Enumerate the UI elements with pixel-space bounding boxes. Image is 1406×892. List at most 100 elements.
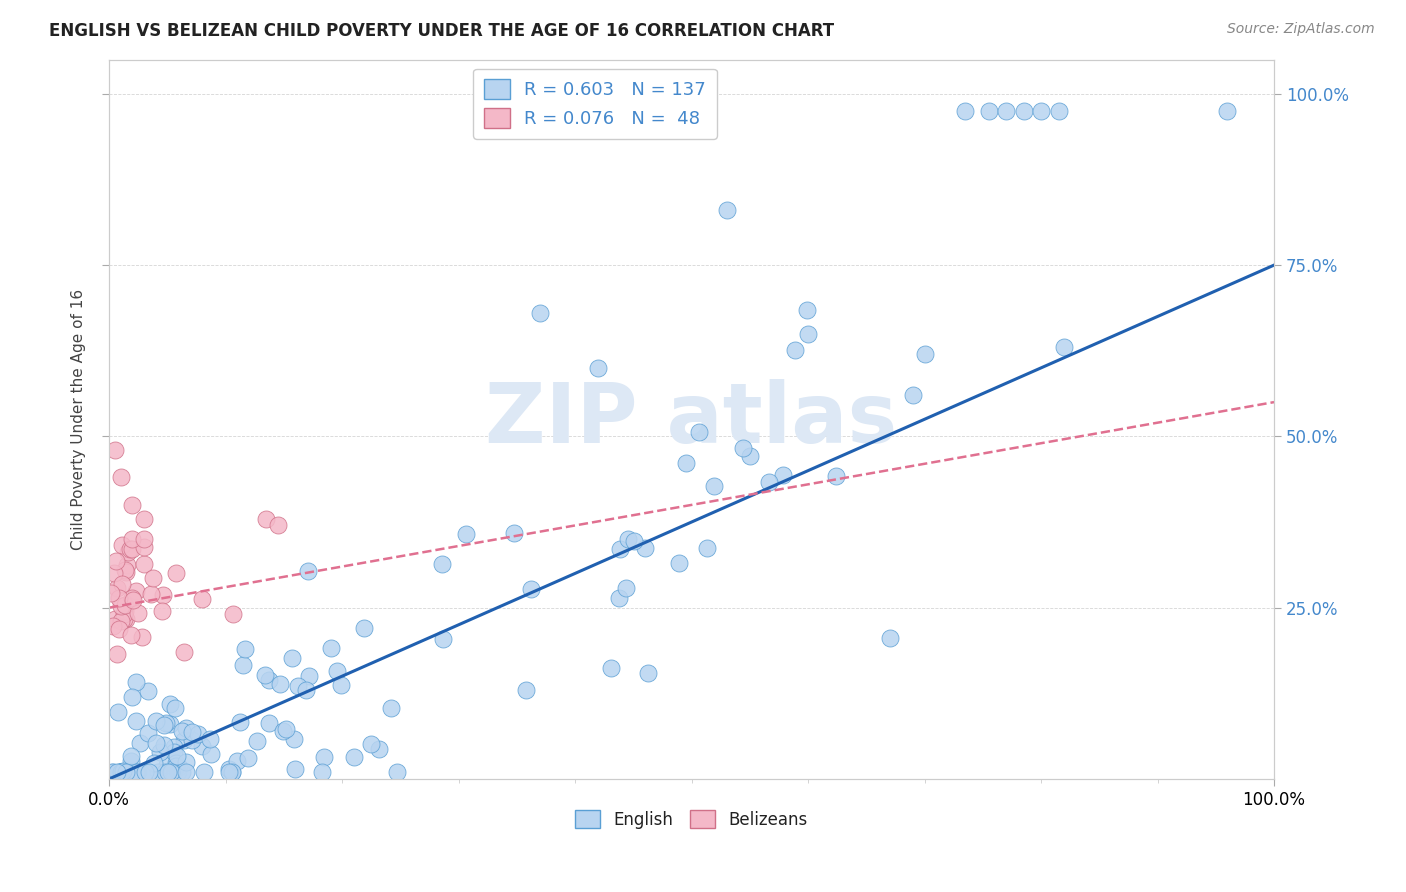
Point bbox=[454, 527, 477, 541]
Point bbox=[634, 541, 657, 556]
Point bbox=[675, 456, 697, 470]
Point bbox=[110, 765, 132, 780]
Point bbox=[1047, 103, 1070, 118]
Point bbox=[165, 758, 187, 772]
Point bbox=[120, 754, 142, 768]
Point bbox=[103, 765, 125, 780]
Point bbox=[145, 736, 167, 750]
Point bbox=[155, 716, 177, 731]
Y-axis label: Child Poverty Under the Age of 16: Child Poverty Under the Age of 16 bbox=[72, 289, 86, 549]
Point bbox=[733, 441, 755, 455]
Point bbox=[281, 651, 304, 665]
Point bbox=[191, 739, 214, 753]
Point bbox=[311, 765, 333, 780]
Point bbox=[380, 700, 402, 714]
Point bbox=[128, 736, 150, 750]
Point bbox=[696, 541, 718, 555]
Point bbox=[225, 754, 247, 768]
Point bbox=[111, 576, 134, 591]
Point bbox=[617, 532, 640, 546]
Point bbox=[153, 765, 176, 780]
Point bbox=[104, 612, 127, 626]
Point bbox=[131, 630, 153, 644]
Text: ZIP atlas: ZIP atlas bbox=[485, 379, 897, 459]
Point bbox=[614, 581, 637, 595]
Point bbox=[125, 714, 148, 728]
Point bbox=[159, 717, 181, 731]
Point bbox=[173, 733, 195, 747]
Point bbox=[367, 742, 389, 756]
Point bbox=[520, 582, 543, 596]
Point bbox=[529, 306, 551, 320]
Point bbox=[115, 558, 138, 573]
Point bbox=[245, 734, 267, 748]
Point bbox=[159, 698, 181, 712]
Point bbox=[105, 581, 128, 595]
Point bbox=[160, 765, 183, 780]
Point bbox=[108, 591, 131, 606]
Point bbox=[127, 765, 149, 780]
Point bbox=[259, 673, 281, 688]
Point bbox=[107, 622, 129, 636]
Point bbox=[110, 765, 132, 780]
Point bbox=[312, 750, 335, 764]
Point bbox=[124, 765, 146, 780]
Point bbox=[165, 756, 187, 770]
Point bbox=[287, 679, 309, 693]
Point bbox=[112, 607, 135, 621]
Point bbox=[115, 565, 138, 579]
Point bbox=[221, 765, 243, 780]
Point bbox=[134, 540, 156, 554]
Point bbox=[108, 765, 131, 780]
Point bbox=[141, 587, 163, 601]
Point bbox=[111, 537, 134, 551]
Point bbox=[825, 469, 848, 483]
Point bbox=[515, 683, 537, 698]
Point bbox=[125, 675, 148, 690]
Point bbox=[142, 571, 165, 585]
Point bbox=[176, 721, 198, 735]
Point bbox=[903, 388, 925, 402]
Point bbox=[121, 498, 143, 512]
Point bbox=[914, 347, 936, 361]
Point bbox=[977, 103, 1000, 118]
Point bbox=[1029, 103, 1052, 118]
Point bbox=[166, 749, 188, 764]
Point bbox=[738, 450, 761, 464]
Point bbox=[233, 642, 256, 657]
Point bbox=[193, 765, 215, 780]
Point bbox=[120, 541, 142, 556]
Point bbox=[599, 661, 621, 675]
Point bbox=[121, 591, 143, 606]
Point bbox=[253, 668, 276, 682]
Point bbox=[668, 556, 690, 570]
Point bbox=[138, 684, 160, 698]
Point bbox=[127, 765, 149, 780]
Point bbox=[1012, 103, 1035, 118]
Point bbox=[121, 541, 143, 556]
Point bbox=[254, 511, 277, 525]
Point bbox=[385, 765, 408, 780]
Text: ENGLISH VS BELIZEAN CHILD POVERTY UNDER THE AGE OF 16 CORRELATION CHART: ENGLISH VS BELIZEAN CHILD POVERTY UNDER … bbox=[49, 22, 834, 40]
Point bbox=[167, 765, 190, 780]
Point bbox=[104, 443, 127, 458]
Point bbox=[879, 632, 901, 646]
Point bbox=[149, 745, 172, 759]
Point bbox=[134, 765, 156, 780]
Point bbox=[688, 425, 710, 440]
Point bbox=[150, 603, 173, 617]
Point bbox=[165, 701, 187, 715]
Point bbox=[110, 765, 132, 780]
Point bbox=[125, 584, 148, 599]
Point bbox=[198, 731, 221, 746]
Point bbox=[269, 677, 291, 691]
Legend: English, Belizeans: English, Belizeans bbox=[568, 804, 814, 835]
Point bbox=[1216, 103, 1239, 118]
Point bbox=[120, 765, 142, 780]
Point bbox=[218, 765, 240, 780]
Point bbox=[221, 765, 243, 780]
Point bbox=[103, 566, 125, 580]
Point bbox=[121, 593, 143, 607]
Point bbox=[796, 302, 818, 317]
Point bbox=[120, 748, 142, 763]
